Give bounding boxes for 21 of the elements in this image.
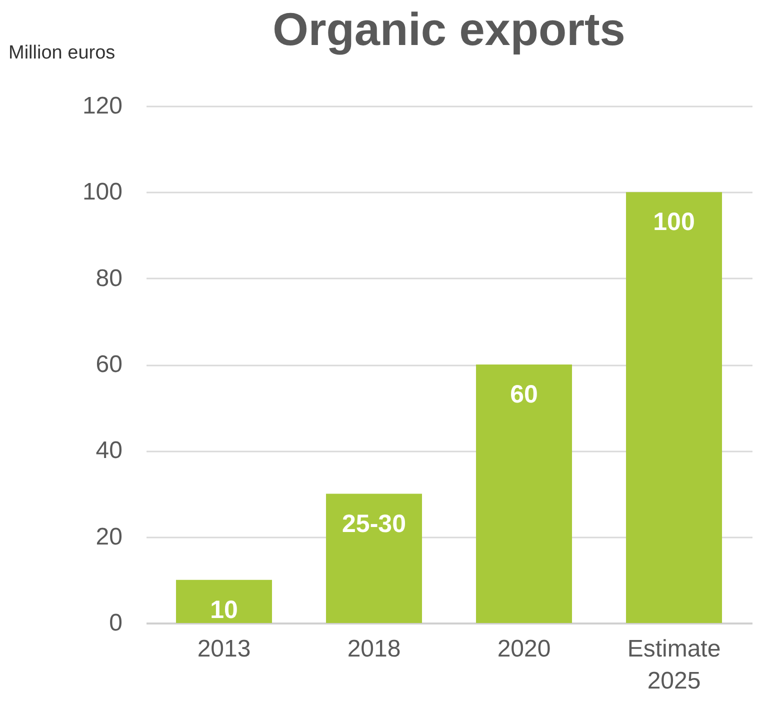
y-tick-label: 100 xyxy=(82,178,122,206)
x-tick-label: Estimate 2025 xyxy=(627,636,721,694)
x-tick-label: 2018 xyxy=(347,636,401,662)
bar xyxy=(176,580,272,623)
data-label: 100 xyxy=(653,208,695,236)
chart-title: Organic exports xyxy=(272,3,626,55)
x-tick-label: 2020 xyxy=(497,636,551,662)
y-tick-label: 20 xyxy=(96,523,122,550)
y-tick-label: 60 xyxy=(96,351,122,378)
data-label: 10 xyxy=(210,596,238,624)
y-tick-label: 40 xyxy=(96,437,122,464)
y-tick-label: 80 xyxy=(96,264,122,292)
y-axis-title: Million euros xyxy=(8,42,116,64)
y-tick-label: 120 xyxy=(82,92,122,120)
data-label: 60 xyxy=(510,380,538,408)
x-tick-label: 2013 xyxy=(197,636,251,662)
bar xyxy=(626,192,722,623)
data-label: 25-30 xyxy=(342,510,406,538)
bar xyxy=(326,494,422,623)
y-tick-label: 0 xyxy=(109,610,122,636)
bar xyxy=(476,364,572,623)
